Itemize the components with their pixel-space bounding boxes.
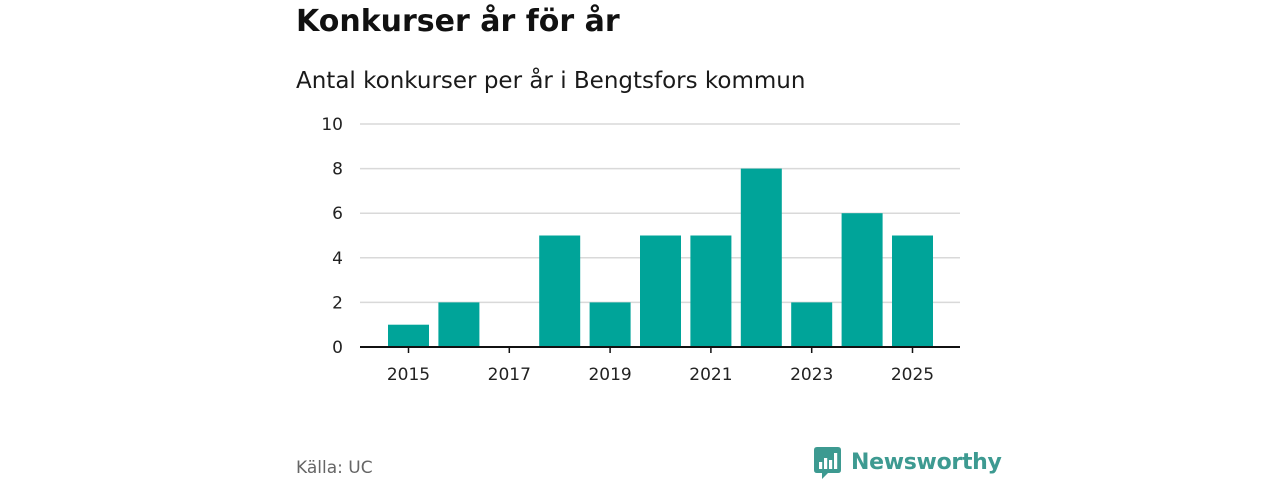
x-tick-label-2023: 2023 xyxy=(790,365,833,385)
bar-2020 xyxy=(640,235,681,347)
y-tick-label-6: 6 xyxy=(332,204,343,224)
newsworthy-logo-icon xyxy=(814,447,841,479)
y-tick-label-2: 2 xyxy=(332,293,343,313)
x-tick-label-2015: 2015 xyxy=(387,365,430,385)
bar-2023 xyxy=(791,302,833,347)
bar-2024 xyxy=(841,213,883,347)
y-tick-label-10: 10 xyxy=(321,115,343,135)
bar-2021 xyxy=(690,235,732,347)
x-tick-label-2025: 2025 xyxy=(891,365,934,385)
chart-title: Konkurser år för år xyxy=(296,4,620,39)
bars xyxy=(388,168,933,347)
tick-labels: 0 2 4 6 8 10 2015 2017 2019 2021 2023 2025 xyxy=(321,115,934,385)
y-tick-label-8: 8 xyxy=(332,160,343,180)
brand-name: Newsworthy xyxy=(851,450,1002,475)
y-tick-label-4: 4 xyxy=(332,249,343,269)
y-tick-label-0: 0 xyxy=(332,338,343,358)
source-note: Källa: UC xyxy=(296,458,373,478)
chart-card: Konkurser år för år Antal konkurser per … xyxy=(296,0,1002,480)
x-tick-label-2017: 2017 xyxy=(488,365,531,385)
bar-2022 xyxy=(740,168,782,347)
bar-2025 xyxy=(892,235,933,347)
bar-2018 xyxy=(539,235,581,347)
chart-subtitle: Antal konkurser per år i Bengtsfors komm… xyxy=(296,68,806,94)
bar-2019 xyxy=(589,302,631,347)
bar-2015 xyxy=(388,324,429,347)
x-tick-label-2019: 2019 xyxy=(588,365,631,385)
x-tick-label-2021: 2021 xyxy=(689,365,732,385)
bar-2016 xyxy=(438,302,480,347)
bar-chart: 0 2 4 6 8 10 2015 2017 2019 2021 2023 2025 xyxy=(321,115,960,385)
newsworthy-brand[interactable]: Newsworthy xyxy=(814,446,1002,480)
axes xyxy=(360,346,960,353)
